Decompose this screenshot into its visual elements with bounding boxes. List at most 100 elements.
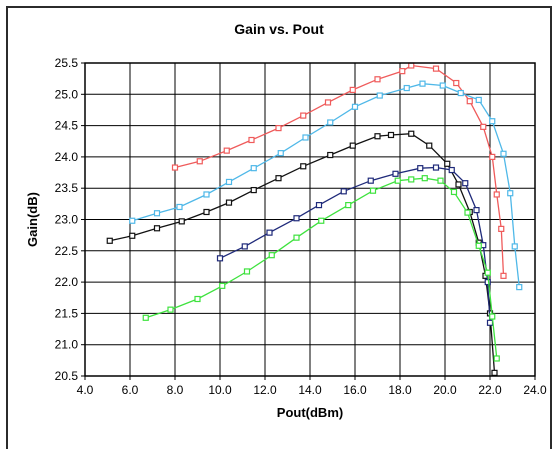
data-point-marker [327, 151, 334, 159]
y-tick-label: 22.5 [55, 244, 79, 258]
data-point-marker [392, 170, 399, 177]
data-point-marker [462, 180, 469, 187]
data-point-marker [369, 187, 377, 194]
data-point-marker [167, 306, 174, 313]
data-point-marker [129, 217, 136, 224]
data-point-marker [426, 142, 433, 149]
data-point-marker [277, 150, 284, 157]
data-point-marker [176, 203, 183, 211]
data-point-marker [293, 215, 300, 222]
data-point-marker [489, 118, 496, 125]
data-point-marker [453, 79, 460, 87]
x-tick-label: 10.0 [208, 383, 232, 397]
data-point-marker [484, 269, 491, 276]
data-point-marker [417, 165, 424, 172]
data-point-marker [324, 99, 332, 106]
data-point-marker [293, 234, 300, 241]
data-point-marker [216, 255, 224, 262]
y-tick-label: 25.0 [55, 87, 79, 101]
data-point-marker [489, 153, 496, 160]
data-point-marker [345, 202, 352, 209]
data-point-marker [374, 133, 381, 140]
data-point-marker [408, 62, 415, 69]
data-point-marker [129, 232, 136, 239]
y-axis: 20.5 21.0 21.5 22.0 22.5 23.0 23.5 24.0 24.5 25.0… [55, 56, 85, 383]
data-point-marker [421, 175, 428, 182]
data-point-marker [349, 142, 356, 149]
chart-title: Gain vs. Pout [234, 21, 324, 37]
x-tick-label: 18.0 [388, 383, 412, 397]
data-point-marker [473, 207, 480, 214]
data-point-marker [450, 188, 458, 196]
y-tick-label: 24.5 [55, 119, 79, 133]
data-point-marker [455, 181, 462, 188]
data-point-marker [268, 252, 275, 259]
data-point-marker [374, 76, 381, 83]
data-point-marker [500, 150, 507, 157]
data-point-marker [178, 218, 185, 225]
data-point-marker [493, 191, 500, 198]
data-point-marker [403, 84, 410, 92]
data-point-marker [340, 188, 347, 195]
data-point-marker [466, 98, 473, 105]
x-tick-label: 12.0 [253, 383, 277, 397]
series-1 [171, 62, 507, 279]
x-tick-label: 22.0 [478, 383, 502, 397]
series-line [109, 133, 496, 373]
data-point-marker [225, 199, 233, 206]
y-tick-label: 24.0 [55, 150, 79, 164]
data-point-marker [300, 163, 307, 170]
data-point-marker [437, 177, 444, 184]
data-point-marker [315, 202, 323, 209]
data-point-marker [367, 177, 374, 184]
y-tick-label: 23.0 [55, 213, 79, 227]
data-point-marker [491, 369, 498, 376]
data-point-marker [349, 86, 356, 94]
data-point-marker [351, 103, 359, 110]
data-point-marker [153, 210, 161, 217]
x-tick-label: 16.0 [343, 383, 367, 397]
data-point-marker [475, 242, 482, 249]
y-tick-label: 25.5 [55, 56, 79, 70]
data-point-marker [486, 319, 494, 326]
data-point-marker [266, 229, 273, 236]
data-point-marker [275, 125, 282, 132]
series-line [219, 166, 491, 323]
data-point-marker [171, 164, 179, 171]
y-tick-label: 22.0 [55, 275, 79, 289]
data-point-marker [448, 166, 455, 174]
data-point-marker [387, 131, 395, 139]
data-point-marker [194, 295, 201, 303]
data-point-marker [196, 158, 203, 165]
grid-lines [84, 62, 536, 377]
x-tick-label: 20.0 [433, 383, 457, 397]
data-point-marker [106, 237, 113, 244]
x-axis-label: Pout(dBm) [277, 405, 343, 420]
data-point-marker [500, 272, 507, 279]
data-point-marker [275, 175, 282, 182]
y-tick-label: 21.5 [55, 306, 79, 320]
data-point-marker [498, 225, 505, 232]
data-point-marker [203, 208, 210, 216]
data-point-marker [408, 176, 415, 183]
data-point-marker [250, 165, 257, 172]
data-point-marker [480, 123, 487, 130]
data-point-marker [223, 147, 230, 154]
x-axis: 4.0 6.0 8.0 10.0 12.0 14.0 16.0 18.0 20.0 22.0 24.… [77, 376, 547, 397]
data-point-marker [511, 243, 518, 250]
data-point-marker [475, 96, 482, 104]
x-tick-label: 14.0 [298, 383, 322, 397]
series-5 [142, 175, 500, 362]
x-tick-label: 4.0 [77, 383, 94, 397]
data-point-marker [219, 282, 226, 289]
data-point-marker [464, 209, 471, 216]
series-3 [106, 130, 498, 376]
data-point-marker [489, 313, 496, 320]
data-point-marker [318, 217, 325, 224]
series-4 [216, 164, 494, 326]
data-point-marker [153, 225, 161, 232]
data-point-marker [250, 186, 257, 194]
y-tick-label: 21.0 [55, 338, 79, 352]
data-point-marker [243, 268, 251, 275]
